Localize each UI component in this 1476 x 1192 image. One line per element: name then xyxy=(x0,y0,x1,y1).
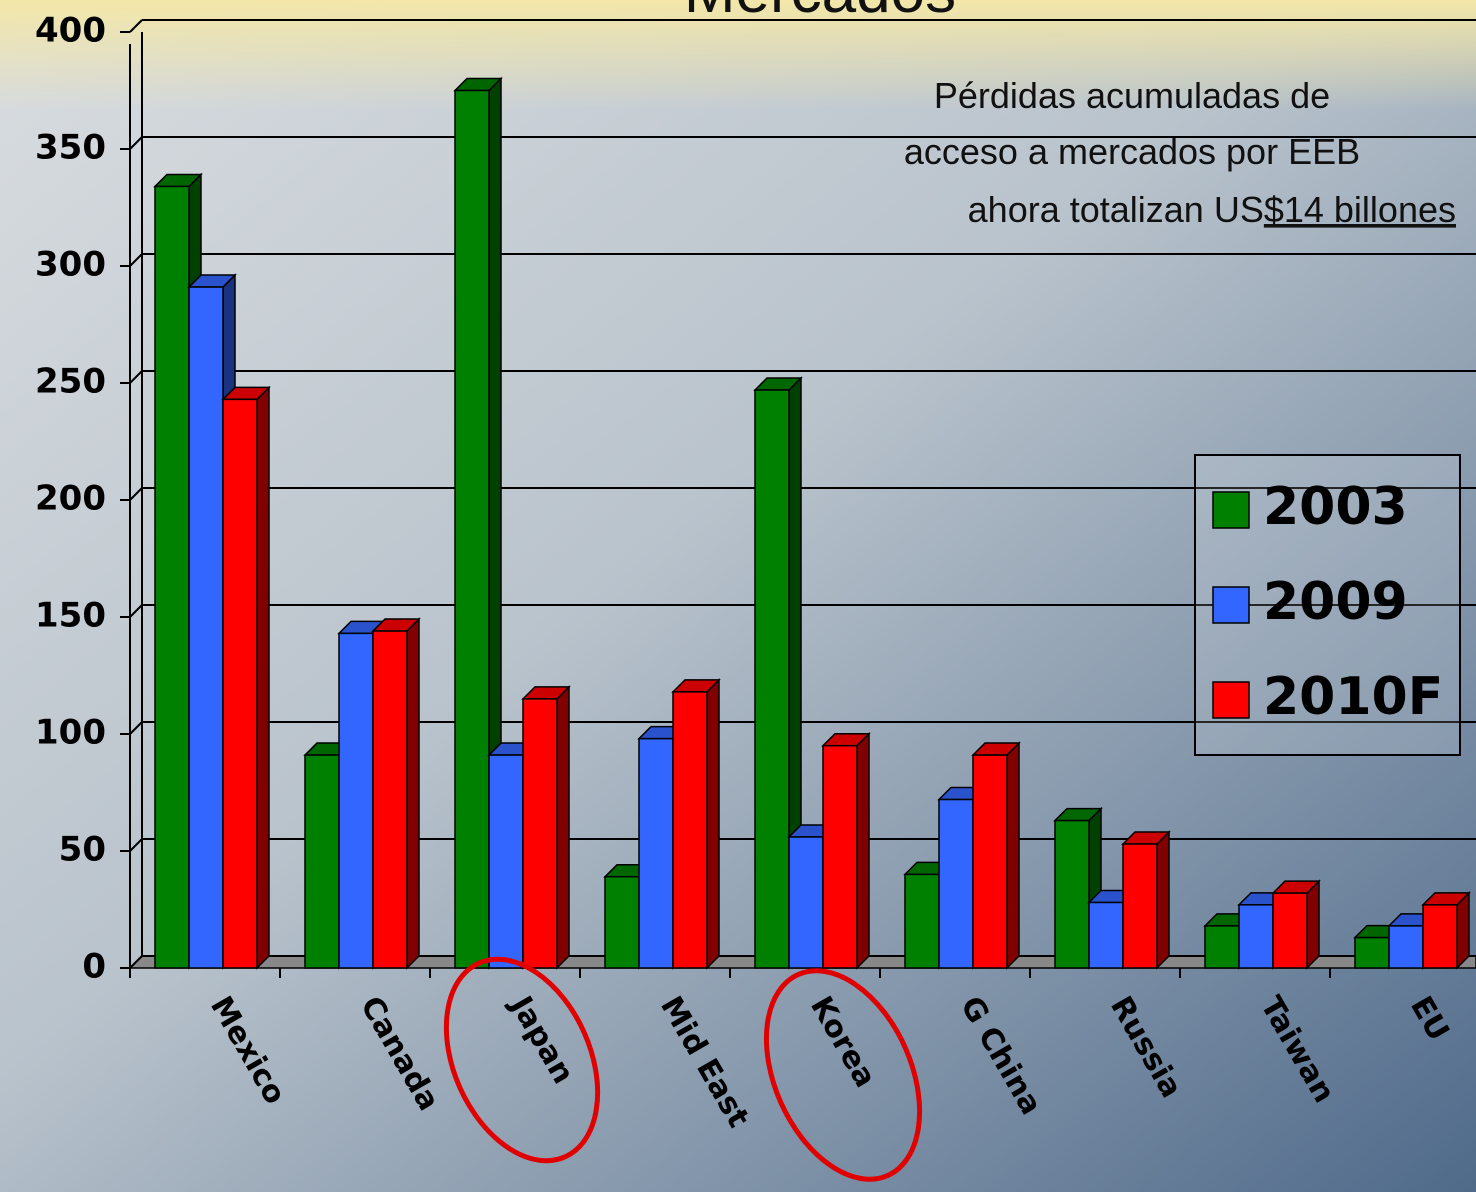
bar xyxy=(1122,843,1158,969)
annotation-part: $14 billones xyxy=(1264,189,1456,230)
y-tick-label: 400 xyxy=(35,11,106,51)
y-tick-label: 200 xyxy=(35,479,106,519)
bar-side xyxy=(1006,741,1020,970)
bar xyxy=(754,389,790,969)
bar xyxy=(304,754,340,969)
grid-line xyxy=(129,370,143,384)
y-tick-label: 350 xyxy=(35,128,106,168)
grid-line xyxy=(129,955,143,969)
chart-title: Mercados xyxy=(684,0,956,26)
bar xyxy=(1354,936,1390,969)
annotation-line: Pérdidas acumuladas de xyxy=(934,75,1330,116)
annotation: Pérdidas acumuladas de acceso a mercados… xyxy=(904,75,1456,230)
y-tick-label: 100 xyxy=(35,713,106,753)
bar xyxy=(972,754,1008,969)
bar xyxy=(904,873,940,969)
bar xyxy=(188,286,224,969)
legend-label: 2003 xyxy=(1263,477,1408,537)
y-tick-label: 300 xyxy=(35,245,106,285)
annotation-part: ahora totalizan US xyxy=(968,189,1264,230)
bar xyxy=(372,630,408,969)
annotation-line: acceso a mercados por EEB xyxy=(904,131,1360,172)
bar xyxy=(338,632,374,969)
legend-swatch xyxy=(1212,681,1250,719)
legend-label: 2009 xyxy=(1263,572,1408,632)
bar xyxy=(822,744,858,969)
bar xyxy=(1054,819,1090,969)
bar xyxy=(938,798,974,969)
bar xyxy=(1388,925,1424,969)
grid-line xyxy=(129,253,143,267)
grid-line xyxy=(129,19,143,33)
y-tick-label: 0 xyxy=(82,947,106,987)
grid-line xyxy=(129,487,143,501)
bar xyxy=(1272,892,1308,969)
banner xyxy=(0,0,1476,110)
highlight-ellipse xyxy=(443,956,601,1164)
y-tick-label: 250 xyxy=(35,362,106,402)
bar-side xyxy=(1456,891,1470,970)
legend-swatch xyxy=(1212,491,1250,529)
bar xyxy=(454,89,490,969)
bar xyxy=(222,398,258,969)
bar xyxy=(522,698,558,969)
bar-side xyxy=(556,685,570,970)
y-tick-label: 50 xyxy=(59,830,106,870)
legend-label: 2010F xyxy=(1263,667,1443,727)
bar xyxy=(788,836,824,969)
highlight-ellipse xyxy=(763,968,923,1182)
bar xyxy=(1088,901,1124,969)
bar xyxy=(1204,925,1240,969)
annotation-line: ahora totalizan US$14 billones xyxy=(968,189,1456,230)
bar xyxy=(604,875,640,969)
legend: 2003 2009 2010F xyxy=(1194,454,1461,756)
grid-line xyxy=(129,136,143,150)
grid-line xyxy=(129,721,143,735)
bar xyxy=(1238,904,1274,969)
bar-side xyxy=(1156,830,1170,970)
bar-side xyxy=(256,385,270,970)
bar xyxy=(672,691,708,969)
bar xyxy=(638,737,674,969)
bar xyxy=(1422,904,1458,969)
bar-side xyxy=(706,678,720,970)
y-tick-label: 150 xyxy=(35,596,106,636)
bar-side xyxy=(856,731,870,970)
legend-swatch xyxy=(1212,586,1250,624)
grid-line xyxy=(129,838,143,852)
bar-side xyxy=(1306,879,1320,970)
bar-side xyxy=(406,617,420,970)
grid-line xyxy=(129,604,143,618)
bar xyxy=(154,185,190,969)
bar xyxy=(488,754,524,969)
